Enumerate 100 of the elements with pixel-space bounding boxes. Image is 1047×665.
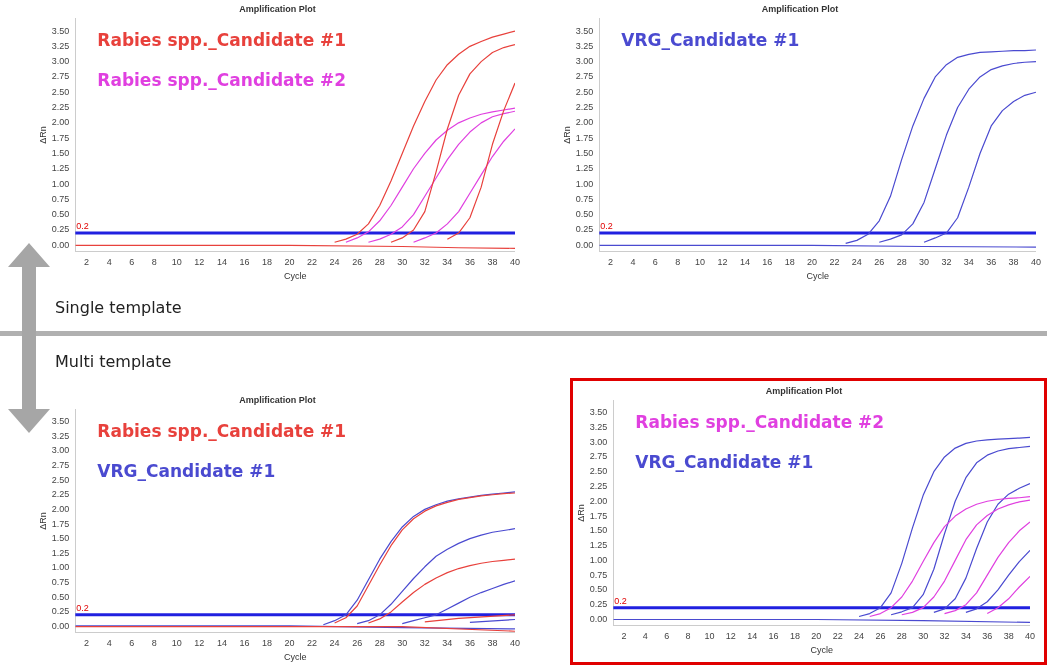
x-axis-title: Cycle — [806, 271, 829, 282]
y-tick-label: 2.25 — [51, 102, 70, 113]
x-tick-label: 16 — [239, 638, 250, 649]
x-tick-label: 16 — [762, 257, 773, 268]
x-axis-title: Cycle — [283, 652, 307, 663]
y-axis-title: ΔRn — [561, 126, 572, 144]
y-tick-label: 3.50 — [575, 25, 594, 36]
x-tick-label: 26 — [875, 631, 886, 642]
x-tick-label: 30 — [397, 638, 408, 649]
y-tick-label: 0.75 — [575, 193, 594, 204]
y-tick-label: 2.50 — [575, 86, 594, 97]
y-tick-label: 1.50 — [51, 533, 70, 544]
x-tick-label: 22 — [832, 631, 843, 642]
x-tick-label: 12 — [194, 257, 205, 268]
y-tick-label: 0.00 — [51, 621, 70, 632]
y-tick-label: 3.25 — [51, 40, 70, 51]
text: VRG_Candidate #1 — [621, 29, 800, 50]
x-tick-label: 22 — [829, 257, 840, 268]
x-tick-label: 30 — [919, 257, 930, 268]
y-tick-label: 0.75 — [589, 569, 608, 580]
x-tick-label: 8 — [685, 631, 691, 642]
y-tick-label: 2.00 — [51, 117, 70, 128]
x-tick-label: 8 — [151, 257, 157, 268]
y-tick-label: 1.75 — [575, 132, 594, 143]
x-tick-label: 4 — [106, 257, 112, 268]
y-tick-label: 0.50 — [589, 584, 608, 595]
y-tick-label: 1.00 — [51, 178, 70, 189]
x-tick-label: 32 — [941, 257, 952, 268]
x-tick-label: 34 — [442, 257, 453, 268]
y-tick-label: 0.75 — [51, 193, 70, 204]
x-tick-label: 28 — [896, 631, 907, 642]
x-tick-label: 32 — [939, 631, 950, 642]
text: Rabies spp._Candidate #1 — [97, 420, 347, 441]
y-tick-label: 0.75 — [51, 577, 70, 588]
y-tick-label: 3.50 — [51, 25, 70, 36]
y-tick-label: 2.00 — [589, 495, 608, 506]
x-tick-label: 6 — [129, 257, 135, 268]
y-tick-label: 2.25 — [575, 102, 594, 113]
x-tick-label: 28 — [896, 257, 907, 268]
y-tick-label: 3.00 — [575, 56, 594, 67]
y-tick-label: 2.00 — [575, 117, 594, 128]
y-tick-label: 2.00 — [51, 503, 70, 514]
text: Rabies spp._Candidate #2 — [97, 69, 347, 90]
text: Single template — [55, 298, 182, 317]
y-axis-title: ΔRn — [575, 504, 586, 522]
x-tick-label: 14 — [216, 638, 227, 649]
chart-title: Amplification Plot — [765, 385, 843, 396]
y-tick-label: 0.50 — [51, 591, 70, 602]
y-tick-label: 1.00 — [589, 554, 608, 565]
x-tick-label: 6 — [129, 638, 135, 649]
x-tick-label: 16 — [239, 257, 250, 268]
x-tick-label: 18 — [261, 257, 272, 268]
x-tick-label: 28 — [374, 638, 385, 649]
text: Rabies spp._Candidate #1 — [97, 29, 347, 50]
y-axis-title: ΔRn — [37, 126, 48, 144]
y-tick-label: 3.00 — [51, 445, 70, 456]
x-axis-title: Cycle — [810, 645, 833, 656]
y-tick-label: 3.25 — [589, 421, 608, 432]
text: Rabies spp._Candidate #2 — [635, 411, 885, 432]
y-tick-label: 0.25 — [51, 224, 70, 235]
y-tick-label: 1.50 — [51, 147, 70, 158]
x-tick-label: 14 — [216, 257, 227, 268]
x-tick-label: 24 — [851, 257, 862, 268]
x-tick-label: 38 — [1003, 631, 1014, 642]
x-tick-label: 36 — [464, 257, 475, 268]
y-tick-label: 1.75 — [51, 518, 70, 529]
y-tick-label: 3.50 — [589, 407, 608, 418]
y-tick-label: 3.25 — [51, 430, 70, 441]
x-tick-label: 36 — [986, 257, 997, 268]
x-tick-label: 40 — [509, 638, 520, 649]
text: VRG_Candidate #1 — [97, 460, 276, 481]
x-tick-label: 40 — [1030, 257, 1041, 268]
x-tick-label: 10 — [695, 257, 706, 268]
x-tick-label: 24 — [329, 638, 340, 649]
x-tick-label: 4 — [630, 257, 636, 268]
x-axis-title: Cycle — [283, 271, 307, 282]
x-tick-label: 16 — [768, 631, 779, 642]
x-tick-label: 30 — [397, 257, 408, 268]
ref-line-label: 0.2 — [76, 602, 89, 613]
y-axis-title: ΔRn — [37, 512, 48, 530]
x-tick-label: 40 — [509, 257, 520, 268]
x-tick-label: 2 — [621, 631, 627, 642]
y-tick-label: 2.25 — [589, 480, 608, 491]
x-tick-label: 34 — [960, 631, 971, 642]
text: Multi template — [55, 352, 172, 371]
y-tick-label: 2.25 — [51, 489, 70, 500]
y-tick-label: 1.25 — [589, 540, 608, 551]
x-tick-label: 18 — [261, 638, 272, 649]
x-tick-label: 20 — [284, 257, 295, 268]
chart-title: Amplification Plot — [761, 3, 839, 14]
chart-title: Amplification Plot — [239, 3, 316, 14]
x-tick-label: 12 — [194, 638, 205, 649]
x-tick-label: 10 — [171, 638, 182, 649]
x-tick-label: 8 — [675, 257, 681, 268]
x-tick-label: 38 — [487, 257, 498, 268]
y-tick-label: 3.25 — [575, 40, 594, 51]
ref-line-label: 0.2 — [76, 221, 89, 232]
y-tick-label: 0.25 — [51, 606, 70, 617]
x-tick-label: 24 — [329, 257, 340, 268]
y-tick-label: 0.00 — [589, 613, 608, 624]
